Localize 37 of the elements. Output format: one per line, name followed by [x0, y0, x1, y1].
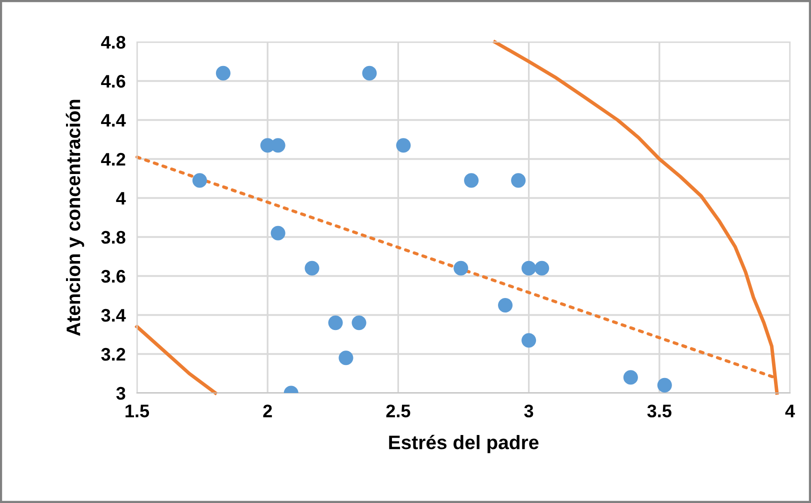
point	[534, 260, 550, 276]
point	[396, 138, 411, 153]
point	[216, 66, 230, 80]
point	[352, 316, 366, 330]
y-tick-label: 3.2	[101, 348, 126, 361]
y-tick-label: 3.6	[101, 270, 126, 283]
y-axis-title: Atencion y concentración	[66, 100, 84, 336]
point	[657, 378, 672, 392]
y-tick-label: 4.2	[101, 152, 126, 166]
y-tick-label: 4.8	[101, 36, 126, 49]
x-tick-label: 2	[263, 404, 272, 418]
point	[270, 226, 286, 240]
point	[498, 298, 513, 313]
y-tick-label: 4.6	[101, 74, 126, 88]
x-axis-title: Estrés del padre	[389, 434, 538, 454]
point	[362, 66, 377, 80]
point	[623, 370, 638, 385]
point	[304, 260, 320, 276]
point	[522, 260, 536, 276]
x-tick-label: 2.5	[386, 404, 410, 418]
point	[338, 350, 354, 366]
y-tick-label: 4	[116, 192, 126, 205]
point	[511, 173, 526, 188]
point	[454, 260, 468, 276]
x-tick-label: 1.5	[126, 404, 150, 418]
y-tick-label: 3.4	[101, 308, 126, 322]
x-tick-label: 3	[524, 404, 534, 418]
point	[192, 173, 207, 188]
y-tick-label: 3.8	[101, 230, 126, 244]
point	[328, 316, 343, 330]
x-tick-label: 3.5	[647, 404, 672, 418]
y-tick-label: 3	[116, 386, 126, 400]
x-tick-label: 4	[785, 404, 795, 418]
point	[464, 173, 479, 188]
point	[522, 333, 536, 348]
point	[270, 138, 286, 153]
y-tick-label: 4.4	[101, 114, 126, 127]
